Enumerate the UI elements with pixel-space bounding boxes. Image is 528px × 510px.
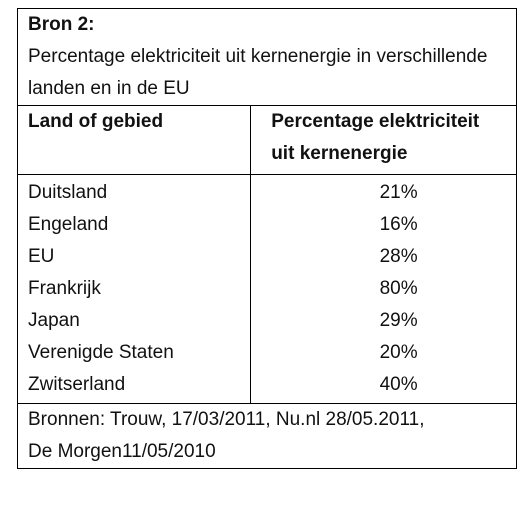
region-cell: Zwitserland — [18, 369, 252, 403]
source-header: Bron 2: Percentage elektriciteit uit ker… — [18, 9, 516, 105]
percentage-cell: 40% — [379, 374, 418, 395]
region-cell: Verenigde Staten — [18, 337, 252, 369]
footer-text: Bronnen: Trouw, 17/03/2011, Nu.nl 28/05.… — [28, 409, 425, 462]
percentage-cell: 21% — [379, 182, 418, 203]
table-wrap: Land of gebied Percentage elektriciteit … — [18, 105, 516, 403]
table-row: Duitsland 21% — [18, 174, 516, 209]
region-cell: Engeland — [18, 209, 252, 241]
footer: Bronnen: Trouw, 17/03/2011, Nu.nl 28/05.… — [18, 403, 516, 468]
percentage-cell: 29% — [379, 310, 418, 331]
region-cell: Japan — [18, 305, 252, 337]
percentage-cell: 16% — [379, 214, 418, 235]
data-table: Land of gebied Percentage elektriciteit … — [18, 106, 516, 403]
header-cell: Percentage elektriciteit uit kernenergie — [250, 106, 516, 175]
region-cell: EU — [18, 241, 252, 273]
region-cell: Duitsland — [18, 174, 252, 209]
percentage-cell: 28% — [379, 246, 418, 267]
table-row: Engeland 16% — [18, 209, 516, 241]
table-row: Zwitserland 40% — [18, 369, 516, 403]
region-cell: Frankrijk — [18, 273, 252, 305]
header-row: Land of gebied Percentage elektriciteit … — [18, 106, 516, 175]
table-row: Frankrijk 80% — [18, 273, 516, 305]
table-row: EU 28% — [18, 241, 516, 273]
source-caption: Percentage elektriciteit uit kernenergie… — [28, 46, 488, 99]
percentage-cell: 80% — [379, 278, 418, 299]
table-row: Japan 29% — [18, 305, 516, 337]
percentage-cell: 20% — [379, 342, 418, 363]
table-body: Duitsland 21% Engeland 16% EU 28% Frankrijk 80%… — [18, 174, 516, 403]
source-label: Bron 2: — [28, 14, 95, 35]
header-cell: Land of gebied — [18, 106, 252, 175]
table-row: Verenigde Staten 20% — [18, 337, 516, 369]
source-box: Bron 2: Percentage elektriciteit uit ker… — [17, 8, 517, 469]
